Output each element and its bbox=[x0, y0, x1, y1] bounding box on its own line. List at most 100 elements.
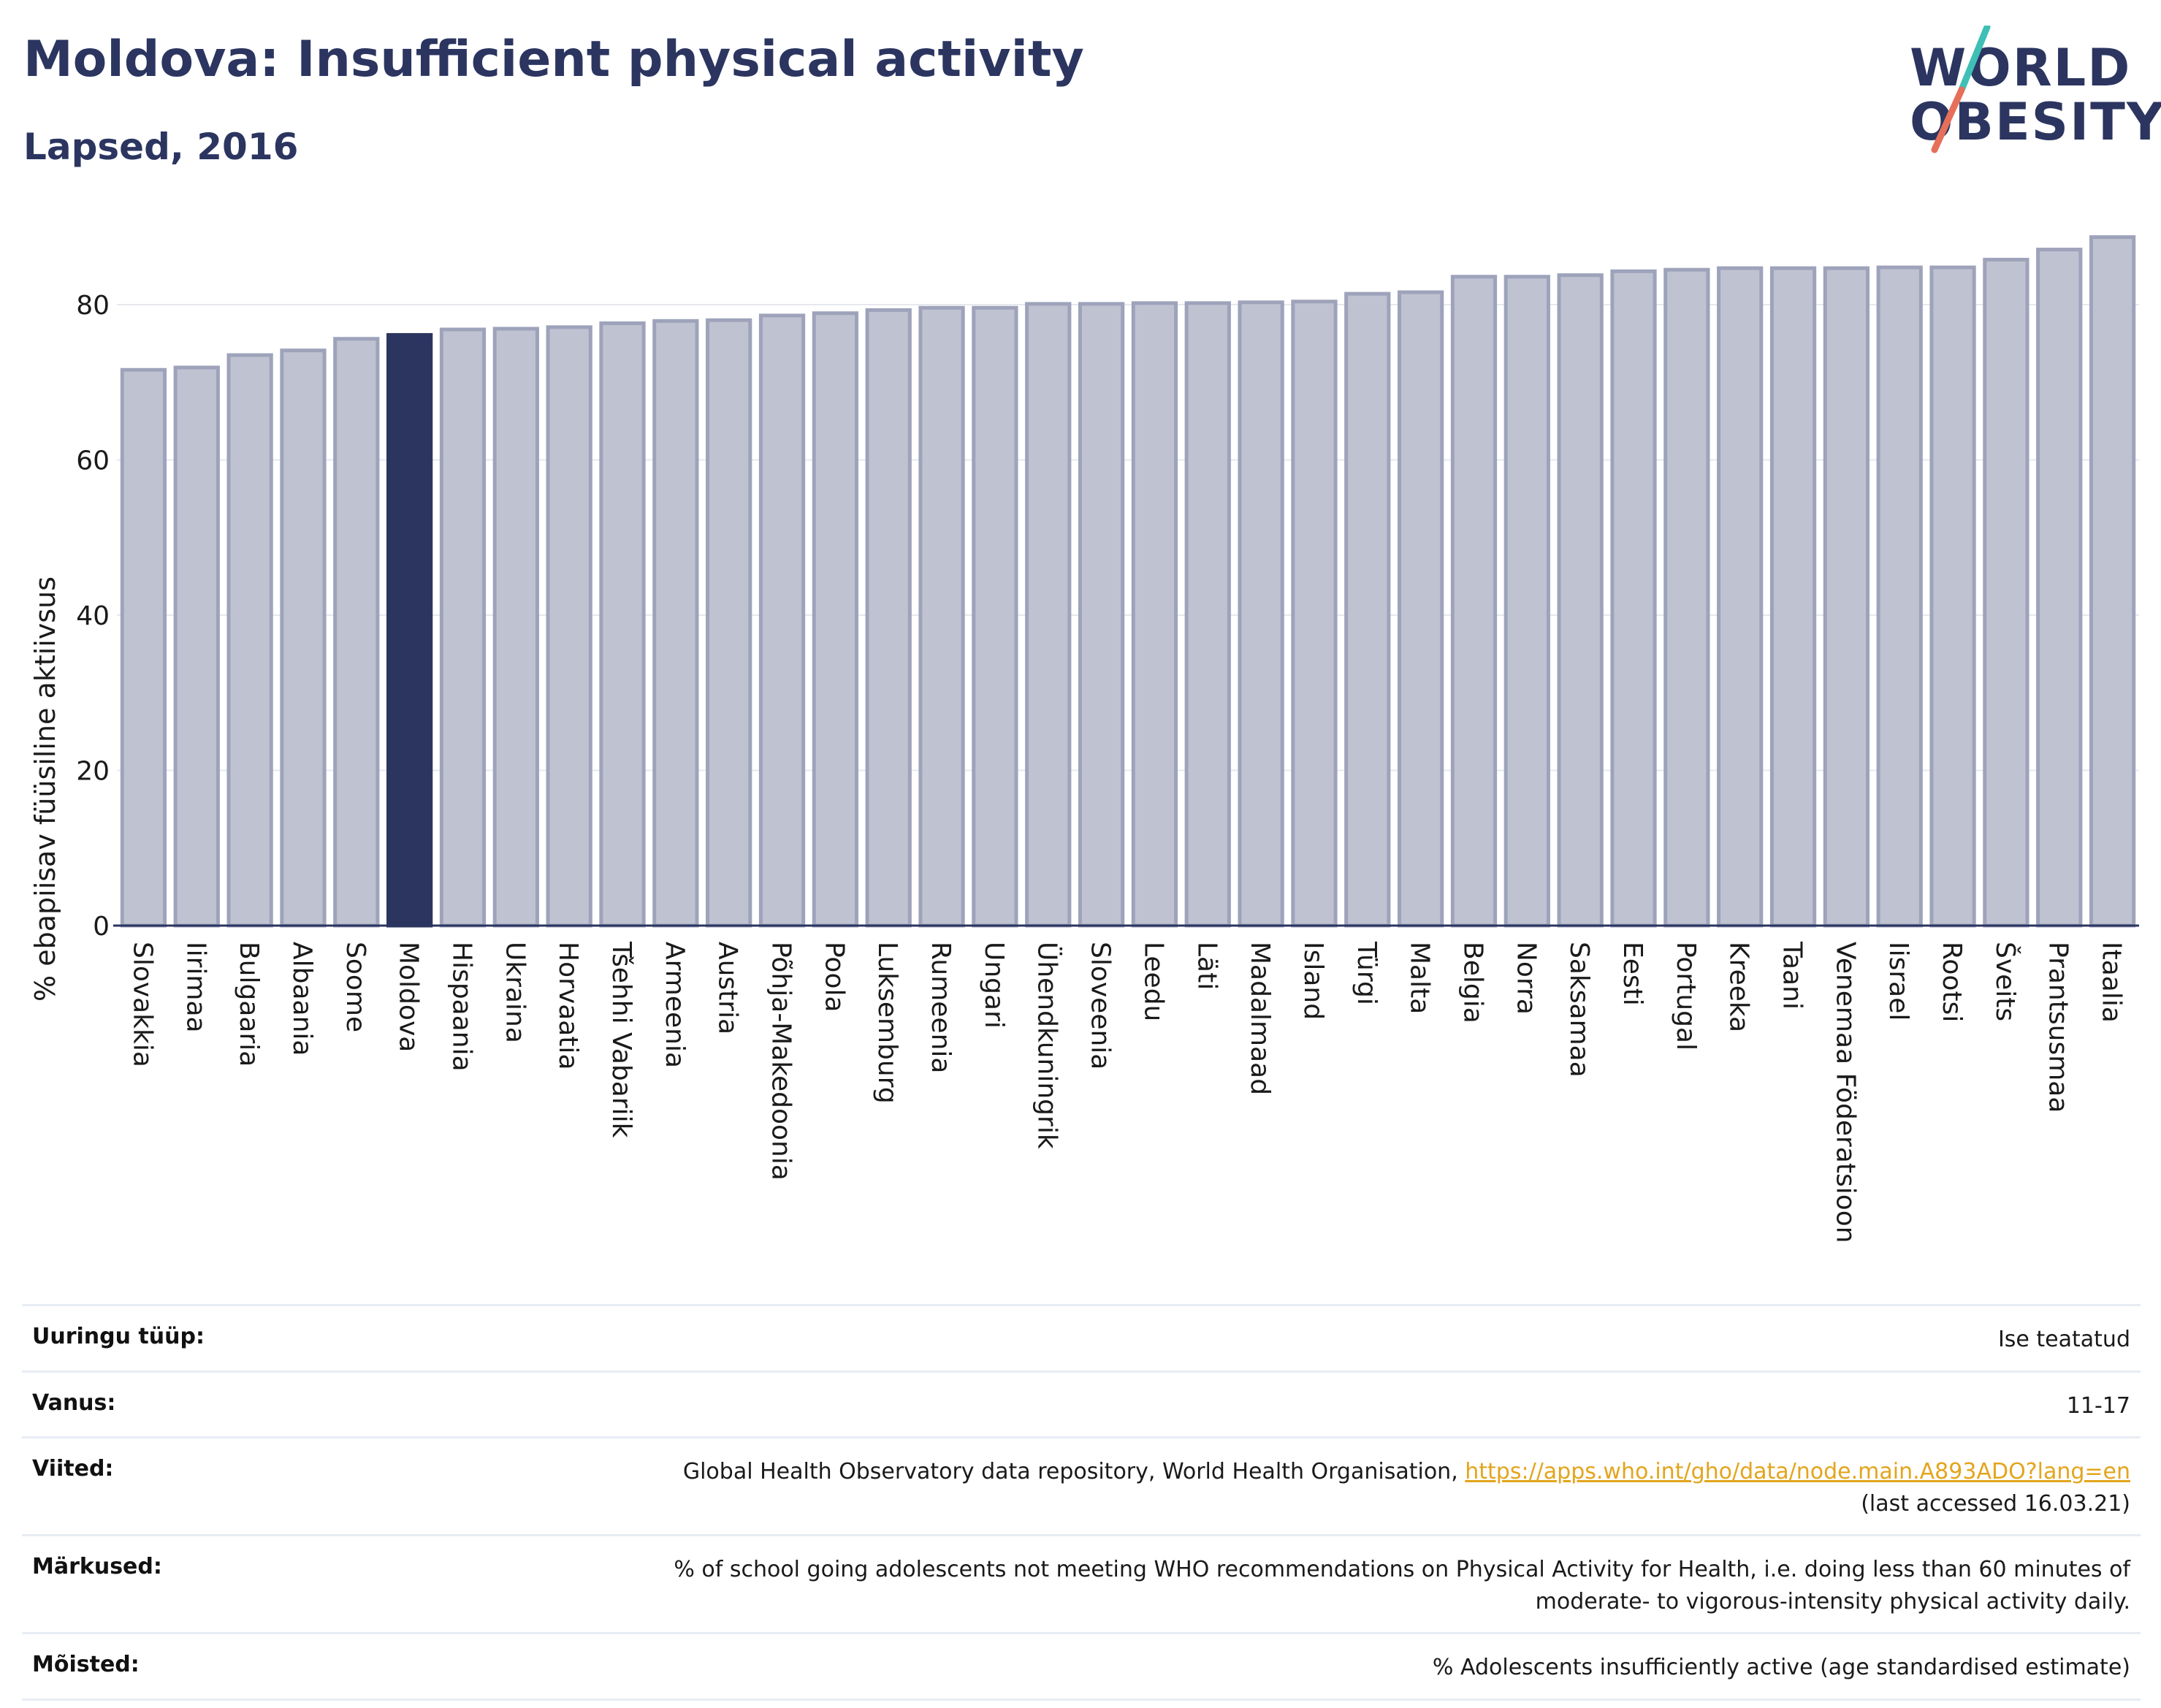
x-tick-label: Poola bbox=[819, 942, 849, 1013]
y-tick-label: 0 bbox=[93, 912, 110, 942]
bar-slovakkia bbox=[120, 367, 167, 928]
y-tick-labels: 0 20 40 60 80 bbox=[76, 291, 110, 942]
notes-value: % of school going adolescents not meetin… bbox=[674, 1554, 2130, 1617]
x-tick-label: Albaania bbox=[287, 942, 317, 1056]
x-tick-label: Iirimaa bbox=[180, 942, 210, 1033]
x-tick-label: Ühendkuningrik bbox=[1032, 942, 1063, 1149]
x-tick-label: Slovakkia bbox=[127, 942, 157, 1067]
bar-itaalia bbox=[2089, 235, 2136, 928]
survey-type-value: Ise teatatud bbox=[1997, 1327, 2130, 1352]
definitions-value: % Adolescents insufficiently active (age… bbox=[1432, 1655, 2130, 1680]
logo-line-1: WORLD bbox=[1910, 38, 2132, 98]
bar-portugal bbox=[1663, 267, 1710, 928]
x-tick-labels: Slovakkia Iirimaa Bulgaaria Albaania Soome Mo… bbox=[127, 941, 2126, 1243]
bar-albaania bbox=[280, 348, 327, 928]
x-tick-label: Kreeka bbox=[1724, 942, 1754, 1032]
bar-t-ehhi-vabariik bbox=[599, 321, 646, 928]
chart-subtitle: Lapsed, 2016 bbox=[23, 126, 299, 168]
bar-poola bbox=[812, 311, 859, 928]
bar-sloveenia bbox=[1078, 302, 1125, 928]
x-tick-label: Belgia bbox=[1457, 942, 1487, 1023]
x-tick-label: Island bbox=[1298, 942, 1328, 1020]
x-tick-label: Rootsi bbox=[1937, 942, 1967, 1022]
x-tick-label: Türgi bbox=[1352, 941, 1381, 1005]
references-label: Viited: bbox=[32, 1456, 114, 1482]
bar-chart: 0 20 40 60 80 Slovakkia Iirimaa Bulgaaria Albaa… bbox=[76, 235, 2139, 1243]
survey-type-label: Uuringu tüüp: bbox=[32, 1324, 205, 1349]
x-tick-label: Venemaa Föderatsioon bbox=[1830, 942, 1860, 1243]
info-row-definitions: Mõisted: % Adolescents insufficiently ac… bbox=[22, 1632, 2141, 1701]
notes-label: Märkused: bbox=[32, 1554, 162, 1579]
bar-ukraina bbox=[492, 327, 539, 928]
bar-eesti bbox=[1610, 269, 1657, 928]
y-tick-label: 40 bbox=[76, 601, 110, 631]
y-tick-label: 80 bbox=[76, 291, 110, 321]
notes-line-1: % of school going adolescents not meetin… bbox=[674, 1557, 2130, 1582]
y-axis-label: % ebapiisav füüsiline aktiivsus bbox=[29, 576, 61, 1002]
definitions-label: Mõisted: bbox=[32, 1652, 140, 1677]
notes-line-2: moderate- to vigorous-intensity physical… bbox=[1535, 1588, 2130, 1614]
bar-l-ti bbox=[1184, 301, 1231, 928]
x-tick-label: Austria bbox=[713, 942, 743, 1034]
x-tick-label: Leedu bbox=[1138, 942, 1168, 1021]
x-tick-label: Luksemburg bbox=[872, 942, 902, 1104]
bar-bulgaaria bbox=[226, 353, 273, 928]
bar-horvaatia bbox=[546, 325, 592, 928]
bar-rootsi bbox=[1929, 265, 1976, 928]
x-tick-label: Põhja-Makedoonia bbox=[766, 942, 796, 1181]
age-label: Vanus: bbox=[32, 1389, 116, 1416]
bar-leedu bbox=[1131, 301, 1178, 928]
x-tick-label: Rumeenia bbox=[926, 942, 956, 1073]
bar-taani bbox=[1769, 266, 1817, 928]
references-link[interactable]: https://apps.who.int/gho/data/node.main.… bbox=[1465, 1459, 2130, 1484]
x-tick-label: Armeenia bbox=[660, 942, 690, 1068]
x-tick-label: Bulgaaria bbox=[234, 942, 264, 1067]
bar-iisrael bbox=[1876, 265, 1923, 928]
x-tick-label: Läti bbox=[1192, 942, 1221, 990]
references-text: Global Health Observatory data repositor… bbox=[682, 1459, 1466, 1484]
info-row-survey: Uuringu tüüp: Ise teatatud bbox=[22, 1304, 2141, 1370]
logo-slash-icon bbox=[1931, 26, 1991, 153]
x-tick-label: Ungari bbox=[979, 942, 1009, 1029]
bar-madalmaad bbox=[1238, 300, 1284, 928]
x-tick-label: Sloveenia bbox=[1086, 942, 1116, 1070]
x-tick-label: Tšehhi Vabariik bbox=[606, 941, 636, 1138]
bar--hendkuningrik bbox=[1025, 302, 1072, 928]
bars bbox=[120, 235, 2136, 928]
x-tick-label: Saksamaa bbox=[1564, 942, 1594, 1078]
x-tick-label: Prantsusmaa bbox=[2043, 942, 2073, 1113]
bar-norra bbox=[1503, 275, 1550, 928]
bar-luksemburg bbox=[865, 308, 912, 928]
x-tick-label: Šveits bbox=[1990, 942, 2021, 1021]
bar-malta bbox=[1397, 290, 1444, 928]
bar-rumeenia bbox=[918, 305, 965, 928]
x-tick-label: Itaalia bbox=[2097, 942, 2127, 1023]
bar-iirimaa bbox=[173, 365, 220, 928]
age-value: 11-17 bbox=[2066, 1392, 2130, 1419]
bar-soome bbox=[333, 337, 380, 928]
x-tick-label: Horvaatia bbox=[553, 942, 583, 1070]
bar-austria bbox=[706, 318, 752, 928]
bar-island bbox=[1291, 300, 1338, 928]
references-value: Global Health Observatory data repositor… bbox=[683, 1456, 2130, 1520]
x-tick-label: Taani bbox=[1777, 941, 1807, 1010]
bar-armeenia bbox=[652, 319, 699, 928]
bar--veits bbox=[1983, 257, 2029, 928]
bar-venemaa-f-deratsioon bbox=[1823, 266, 1870, 928]
bar-kreeka bbox=[1717, 266, 1764, 928]
info-row-notes: Märkused: % of school going adolescents … bbox=[22, 1534, 2141, 1632]
x-tick-label: Hispaania bbox=[446, 942, 476, 1072]
x-tick-label: Norra bbox=[1511, 942, 1541, 1015]
y-tick-label: 20 bbox=[76, 757, 110, 787]
references-accessed: (last accessed 16.03.21) bbox=[1861, 1490, 2130, 1517]
bar-belgia bbox=[1450, 275, 1498, 928]
bar-t-rgi bbox=[1344, 291, 1391, 928]
x-tick-label: Madalmaad bbox=[1245, 942, 1275, 1095]
bar-moldova bbox=[386, 332, 433, 928]
x-tick-label: Ukraina bbox=[500, 942, 530, 1043]
info-row-age: Vanus: 11-17 bbox=[22, 1370, 2141, 1437]
bar-prantsusmaa bbox=[2036, 248, 2083, 928]
x-tick-label: Portugal bbox=[1671, 942, 1701, 1051]
chart-title: Moldova: Insufficient physical activity bbox=[23, 31, 1084, 88]
x-tick-label: Malta bbox=[1405, 942, 1435, 1014]
